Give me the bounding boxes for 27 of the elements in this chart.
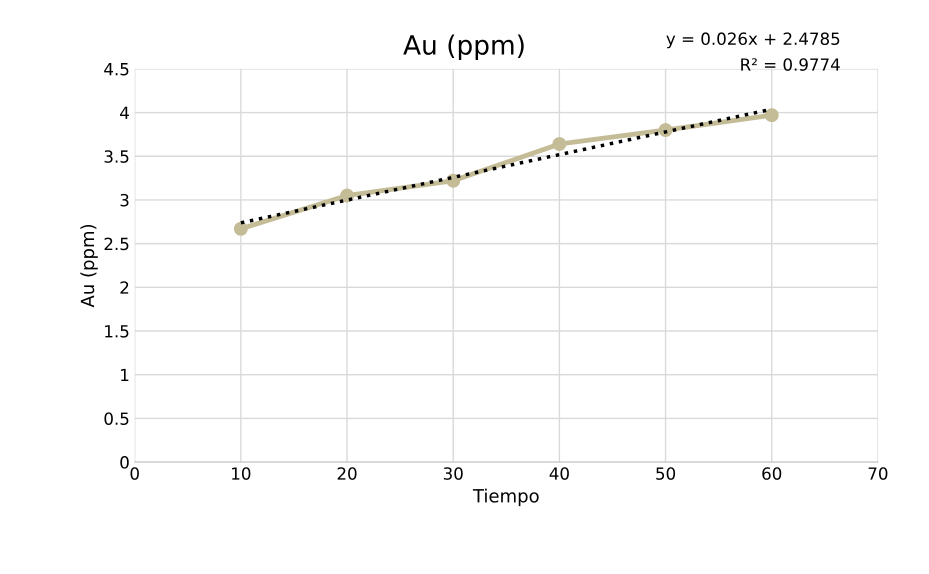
annotation: R² = 0.9774 [741, 58, 840, 71]
x-tick-label: 30 [444, 467, 463, 480]
y-tick-label: 1.5 [105, 325, 128, 338]
point [552, 137, 566, 151]
text: y = 0.026x + 2.4785 [666, 32, 840, 48]
chart-title: Au (ppm) [403, 34, 524, 60]
point [764, 108, 779, 122]
x-axis-title: Tiempo [472, 488, 539, 506]
point [234, 222, 248, 236]
y-tick-label: 0.5 [104, 412, 128, 425]
y-tick-label: 4.5 [104, 63, 128, 76]
x-tick-label: 70 [868, 467, 888, 480]
y-tick-label: 3 [120, 194, 129, 207]
x-tick-label: 10 [232, 467, 250, 480]
x-tick-label: 20 [338, 467, 357, 480]
y-tick-label: 4 [120, 106, 129, 119]
x-tick-label: 60 [762, 467, 782, 480]
x-tick-label: 40 [550, 467, 569, 480]
y-tick-label: 2 [120, 281, 128, 294]
y-tick-label: 2.5 [104, 238, 128, 250]
x-tick-label: 0 [130, 467, 139, 480]
y-tick-label: 3.5 [104, 150, 128, 163]
x-tick-label: 50 [656, 467, 676, 480]
y-axis-title: Au (ppm) [80, 224, 98, 308]
y-tick-label: 0 [120, 456, 129, 469]
point [340, 188, 354, 203]
y-tick-label: 1 [121, 368, 128, 382]
